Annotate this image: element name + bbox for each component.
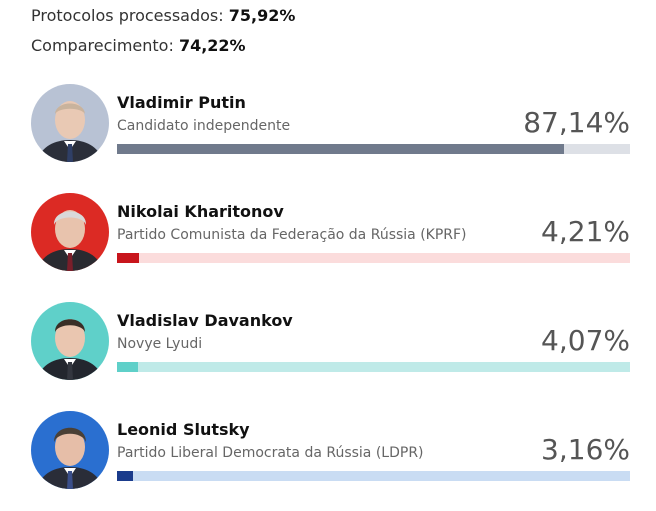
processed-protocols-stat: Protocolos processados: 75,92% (31, 6, 295, 25)
candidate-photo (31, 193, 109, 271)
candidate-party: Candidato independente (117, 118, 291, 134)
candidate-percent: 3,16% (541, 433, 630, 466)
candidate-percent: 87,14% (523, 106, 630, 139)
candidate-photo (31, 302, 109, 380)
vote-share-bar-fill (117, 144, 565, 154)
candidate-name: Nikolai Kharitonov (117, 202, 284, 221)
vote-share-bar-track (117, 253, 630, 263)
candidate-party: Partido Liberal Democrata da Rússia (LDP… (117, 445, 424, 461)
processed-protocols-label: Protocolos processados: (31, 6, 224, 25)
candidate-percent: 4,07% (541, 324, 630, 357)
candidate-row-slutsky: Leonid Slutsky Partido Liberal Democrata… (0, 411, 656, 511)
turnout-label: Comparecimento: (31, 36, 174, 55)
candidate-row-davankov: Vladislav Davankov Novye Lyudi 4,07% (0, 302, 656, 402)
candidate-photo (31, 84, 109, 162)
turnout-stat: Comparecimento: 74,22% (31, 36, 246, 55)
vote-share-bar-track (117, 144, 630, 154)
candidate-party: Novye Lyudi (117, 336, 203, 352)
candidate-party: Partido Comunista da Federação da Rússia… (117, 227, 467, 243)
vote-share-bar-fill (117, 253, 139, 263)
processed-protocols-value: 75,92% (228, 6, 296, 25)
vote-share-bar-track (117, 362, 630, 372)
candidate-photo (31, 411, 109, 489)
vote-share-bar-track (117, 471, 630, 481)
candidate-name: Vladimir Putin (117, 93, 246, 112)
candidate-name: Leonid Slutsky (117, 420, 250, 439)
candidate-percent: 4,21% (541, 215, 630, 248)
candidate-row-kharitonov: Nikolai Kharitonov Partido Comunista da … (0, 193, 656, 293)
candidate-name: Vladislav Davankov (117, 311, 293, 330)
vote-share-bar-fill (117, 471, 134, 481)
turnout-value: 74,22% (178, 36, 246, 55)
vote-share-bar-fill (117, 362, 138, 372)
candidate-row-putin: Vladimir Putin Candidato independente 87… (0, 84, 656, 184)
